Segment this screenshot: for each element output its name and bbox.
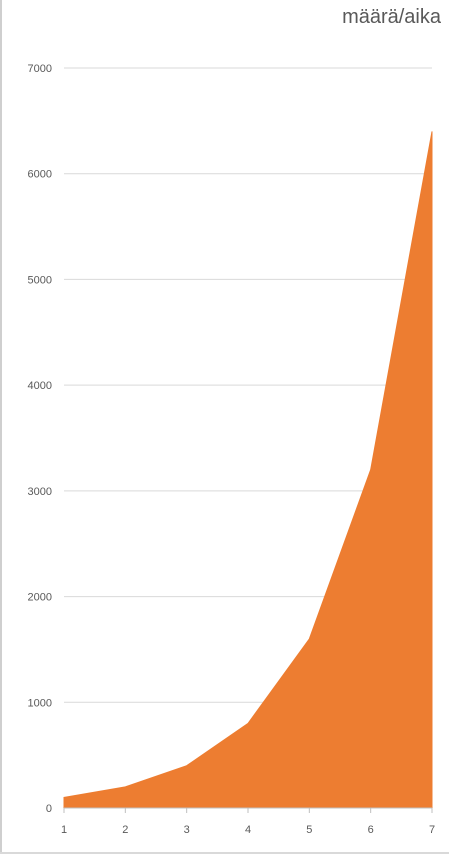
x-tick-label-2: 3	[184, 824, 190, 836]
area-layer	[64, 131, 432, 808]
area-series	[64, 131, 432, 808]
x-tick-label-4: 5	[306, 824, 312, 836]
y-tick-label-5: 5000	[28, 274, 52, 286]
x-tick-label-3: 4	[245, 824, 251, 836]
x-tick-label-6: 7	[429, 824, 435, 836]
x-tick-labels: 1 2 3 4 5 6 7	[61, 824, 435, 836]
x-axis	[64, 808, 432, 813]
y-tick-label-4: 4000	[28, 380, 52, 392]
left-border-line	[0, 0, 2, 854]
y-tick-label-0: 0	[46, 803, 52, 815]
x-tick-label-5: 6	[368, 824, 374, 836]
y-tick-label-3: 3000	[28, 486, 52, 498]
y-tick-label-2: 2000	[28, 592, 52, 604]
x-tick-label-0: 1	[61, 824, 67, 836]
y-tick-labels: 0 1000 2000 3000 4000 5000 6000 7000	[28, 63, 52, 815]
y-tick-label-6: 6000	[28, 169, 52, 181]
x-tick-label-1: 2	[122, 824, 128, 836]
y-tick-label-1: 1000	[28, 697, 52, 709]
chart-title: määrä/aika	[342, 6, 441, 29]
y-tick-label-7: 7000	[28, 63, 52, 75]
